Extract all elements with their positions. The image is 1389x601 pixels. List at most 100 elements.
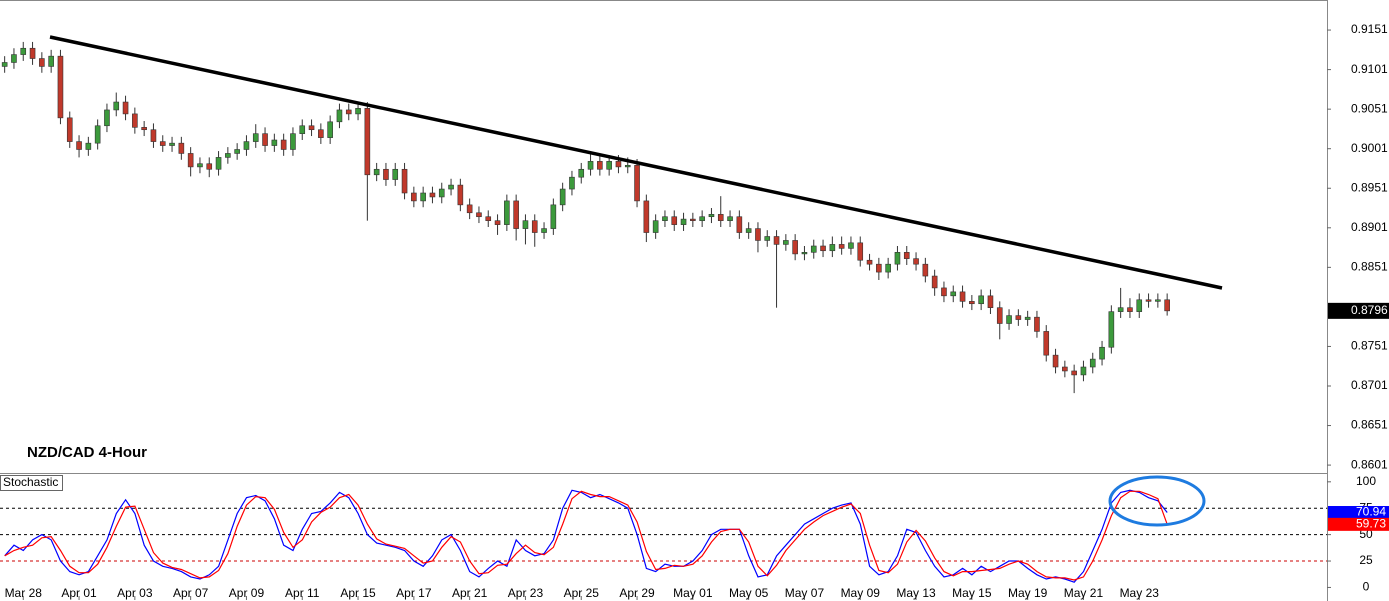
candle-body bbox=[355, 108, 361, 115]
candle-body bbox=[1145, 299, 1152, 302]
candle-body bbox=[569, 176, 575, 190]
candle-body bbox=[327, 121, 333, 138]
candle-body bbox=[20, 47, 27, 55]
candle-body bbox=[885, 263, 891, 273]
candle-body bbox=[94, 125, 101, 144]
candle-body bbox=[290, 133, 296, 150]
x-tick-label: Apr 17 bbox=[396, 586, 432, 600]
candle-body bbox=[634, 165, 640, 202]
candle-body bbox=[262, 133, 268, 146]
indicator-label-box bbox=[0, 475, 63, 491]
candle-body bbox=[1006, 315, 1012, 324]
x-tick-label: May 05 bbox=[729, 586, 769, 600]
last-price-box bbox=[1328, 302, 1389, 319]
y-tick-label: 0.8851 bbox=[1351, 260, 1388, 274]
candle-body bbox=[336, 109, 343, 123]
candle-body bbox=[755, 228, 761, 241]
candle-body bbox=[364, 108, 371, 176]
candle-body bbox=[699, 216, 705, 221]
candle-body bbox=[122, 101, 129, 115]
candle-body bbox=[215, 157, 222, 170]
x-tick-label: May 15 bbox=[952, 586, 992, 600]
x-tick-label: Apr 09 bbox=[229, 586, 265, 600]
candle-body bbox=[401, 168, 408, 194]
candle-body bbox=[318, 129, 324, 138]
candle-body bbox=[541, 228, 547, 233]
candle-body bbox=[1071, 370, 1077, 376]
candle-body bbox=[411, 192, 417, 202]
candle-body bbox=[736, 216, 743, 233]
x-tick-label: Apr 07 bbox=[173, 586, 209, 600]
candle-body bbox=[513, 200, 519, 229]
candle-body bbox=[1099, 346, 1105, 360]
candle-body bbox=[1024, 316, 1031, 320]
x-tick-label: Mar 28 bbox=[5, 586, 43, 600]
y-tick-label: 25 bbox=[1359, 553, 1373, 567]
candle-body bbox=[531, 220, 538, 233]
candle-body bbox=[504, 200, 510, 225]
x-tick-label: Apr 21 bbox=[452, 586, 488, 600]
candle-body bbox=[1136, 299, 1143, 312]
candle-body bbox=[1043, 331, 1050, 356]
candle-body bbox=[187, 153, 194, 168]
y-tick-label: 100 bbox=[1356, 474, 1376, 488]
candle-body bbox=[438, 188, 445, 198]
value-label-box bbox=[1328, 517, 1389, 531]
x-tick-label: Apr 03 bbox=[117, 586, 153, 600]
candle-body bbox=[624, 165, 631, 168]
candle-body bbox=[727, 216, 733, 221]
candle-body bbox=[1080, 366, 1087, 376]
candle-body bbox=[132, 113, 138, 128]
candle-body bbox=[466, 204, 473, 214]
candle-body bbox=[559, 188, 566, 206]
candle-body bbox=[383, 168, 389, 180]
price-panel: 0.9151 0.9101 0.9051 0.9001 0.8951 0.8901 0.88… bbox=[1, 22, 1389, 471]
candle-body bbox=[392, 168, 399, 180]
x-tick-label: May 01 bbox=[673, 586, 713, 600]
y-tick-label: 0.8601 bbox=[1351, 457, 1388, 471]
candle-body bbox=[829, 244, 836, 252]
candle-body bbox=[522, 220, 529, 229]
candle-body bbox=[1034, 316, 1040, 332]
candle-body bbox=[857, 242, 864, 261]
candle-body bbox=[1127, 307, 1133, 312]
candle-body bbox=[225, 153, 231, 158]
candle-body bbox=[159, 141, 166, 146]
candle-body bbox=[838, 244, 845, 249]
candle-body bbox=[745, 228, 752, 233]
x-tick-label: May 23 bbox=[1120, 586, 1160, 600]
candle-body bbox=[578, 168, 585, 178]
last-price-label: 0.8796 bbox=[1351, 303, 1388, 317]
candle-body bbox=[150, 129, 157, 142]
highlight-ellipse bbox=[1108, 475, 1206, 527]
candle-body bbox=[913, 258, 919, 265]
candle-body bbox=[373, 168, 380, 176]
x-tick-label: Apr 23 bbox=[508, 586, 544, 600]
x-tick-label: May 21 bbox=[1064, 586, 1104, 600]
candle-body bbox=[243, 141, 250, 150]
y-tick-label: 0.9001 bbox=[1351, 141, 1388, 155]
candle-body bbox=[48, 55, 54, 67]
x-tick-label: May 19 bbox=[1008, 586, 1048, 600]
candle-body bbox=[903, 252, 910, 259]
x-tick-label: Apr 11 bbox=[285, 586, 320, 600]
candle-body bbox=[941, 287, 947, 297]
candle-body bbox=[643, 200, 650, 233]
candle-body bbox=[206, 163, 213, 170]
candle-body bbox=[271, 139, 278, 146]
y-tick-label: 0.8701 bbox=[1351, 378, 1388, 392]
candle-body bbox=[178, 142, 185, 154]
value-label: 70.94 bbox=[1356, 505, 1386, 519]
candle-body bbox=[1, 62, 8, 67]
candle-body bbox=[11, 54, 17, 63]
candle-body bbox=[810, 245, 817, 253]
candle-body bbox=[876, 263, 882, 273]
candle-body bbox=[959, 291, 966, 302]
y-tick-label: 0.8651 bbox=[1351, 418, 1388, 432]
candle-body bbox=[169, 142, 175, 146]
y-tick-label: 0 bbox=[1363, 580, 1370, 594]
candle-body bbox=[457, 184, 464, 206]
x-tick-label: May 07 bbox=[785, 586, 825, 600]
